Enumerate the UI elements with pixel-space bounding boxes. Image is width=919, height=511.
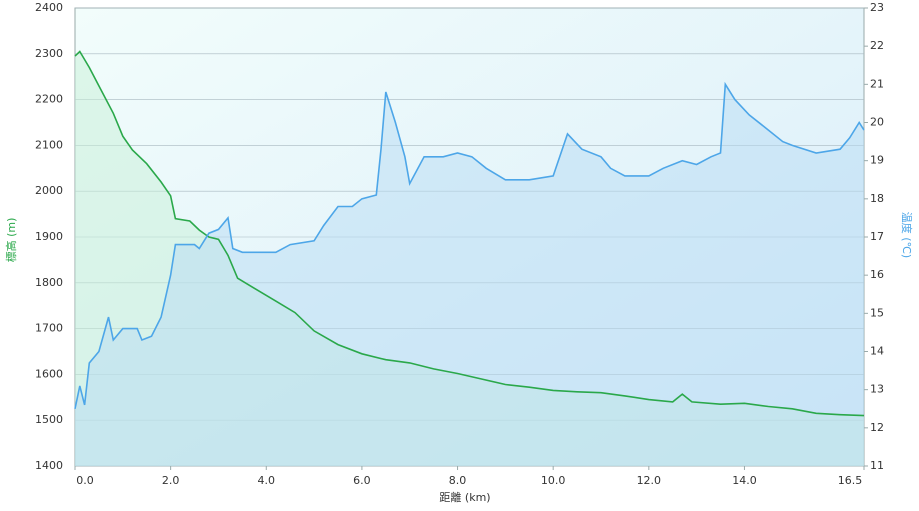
area [75,84,864,467]
y2-tick-label: 13 [870,383,884,396]
x-tick-label: 6.0 [353,474,371,487]
x-tick-label: 16.5 [838,474,863,487]
x-tick-label: 2.0 [162,474,180,487]
y2-tick-label: 14 [870,345,884,358]
y2-tick-label: 17 [870,230,884,243]
y2-tick-label: 21 [870,77,884,90]
line [74,81,865,409]
y2-tick-label: 12 [870,421,884,434]
x-tick-label: 0.0 [76,474,94,487]
y-axis-title: 標高 (m) [4,218,18,263]
y2-tick-label: 22 [870,39,884,52]
y-tick-label: 2200 [35,93,63,106]
y2-tick-label: 18 [870,192,884,205]
y-tick-label: 1400 [35,459,63,472]
y2-tick-label: 11 [870,459,884,472]
x-axis-title: 距離 (km) [439,490,490,504]
x-tick-label: 4.0 [258,474,276,487]
y-tick-label: 2400 [35,1,63,14]
y2-tick-label: 19 [870,154,884,167]
y-tick-label: 2100 [35,138,63,151]
y-tick-label: 1900 [35,230,63,243]
y2-tick-label: 20 [870,116,884,129]
line [74,50,865,417]
x-tick-label: 10.0 [541,474,566,487]
y-tick-label: 1800 [35,276,63,289]
y2-tick-label: 16 [870,268,884,281]
x-tick-label: 14.0 [732,474,757,487]
y2-tick-label: 15 [870,306,884,319]
x-tick-label: 12.0 [637,474,662,487]
y-tick-label: 1500 [35,413,63,426]
y-tick-label: 1700 [35,322,63,335]
y-tick-label: 2300 [35,47,63,60]
y2-tick-label: 23 [870,1,884,14]
y-tick-label: 1600 [35,367,63,380]
x-tick-label: 8.0 [449,474,467,487]
y-tick-label: 2000 [35,184,63,197]
y2-axis-title: 温度 (℃) [900,212,914,258]
